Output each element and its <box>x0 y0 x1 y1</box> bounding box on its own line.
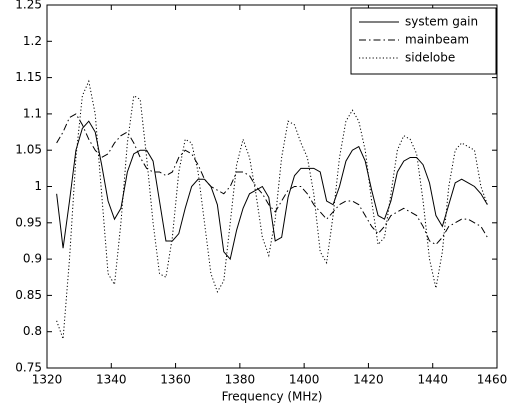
y-tick-label: 1.25 <box>15 0 42 12</box>
series-line <box>56 120 488 261</box>
x-tick-label: 1420 <box>353 373 384 387</box>
x-tick-label: 1340 <box>96 373 127 387</box>
y-tick-label: 1.1 <box>23 106 42 120</box>
x-tick-label: 1380 <box>225 373 256 387</box>
legend-label: sidelobe <box>405 51 455 65</box>
series-line <box>56 113 488 246</box>
x-axis-label: Frequency (MHz) <box>222 390 323 404</box>
x-tick-label: 1440 <box>417 373 448 387</box>
y-tick-label: 1.05 <box>15 143 42 157</box>
legend-label: system gain <box>405 15 478 29</box>
series-line <box>56 79 488 340</box>
y-tick-label: 0.9 <box>23 252 42 266</box>
y-tick-label: 0.95 <box>15 215 42 229</box>
y-tick-label: 1.15 <box>15 70 42 84</box>
x-tick-label: 1400 <box>289 373 320 387</box>
legend-box <box>350 7 497 75</box>
y-tick-label: 0.8 <box>23 324 42 338</box>
x-tick-label: 1460 <box>477 373 508 387</box>
y-tick-label: 0.75 <box>15 361 42 375</box>
legend-label: mainbeam <box>405 33 469 47</box>
x-tick-label: 1320 <box>32 373 63 387</box>
y-tick-label: 1 <box>34 179 42 193</box>
y-tick-label: 1.2 <box>23 34 42 48</box>
y-tick-label: 0.85 <box>15 288 42 302</box>
x-tick-label: 1360 <box>160 373 191 387</box>
